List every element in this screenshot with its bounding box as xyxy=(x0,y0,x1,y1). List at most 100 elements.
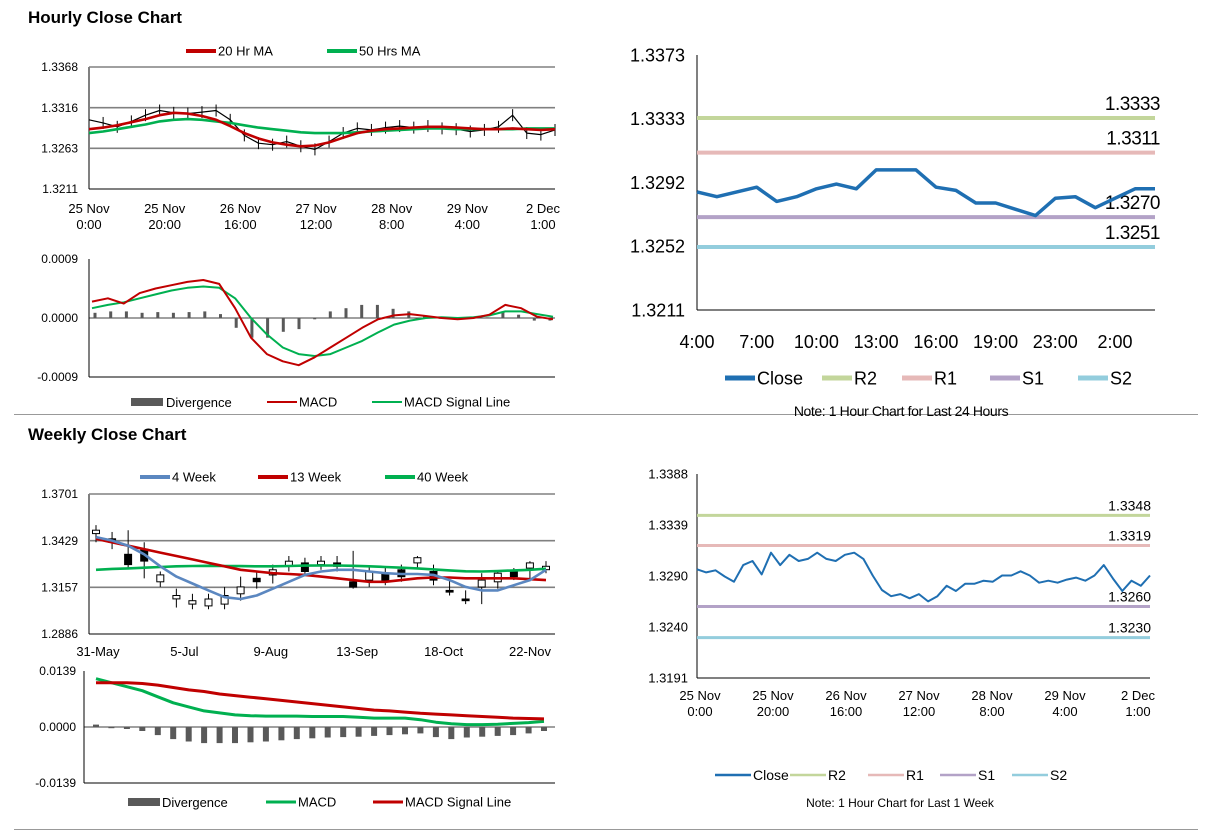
weekly-price-candle-body xyxy=(220,595,229,605)
hourly-24h-x-tick: 13:00 xyxy=(854,332,899,352)
weekly-7d-level-label-s2: 1.3230 xyxy=(1108,620,1151,636)
weekly-macd-legend-signal: MACD Signal Line xyxy=(405,795,511,810)
weekly-price-candle-body xyxy=(92,529,100,535)
weekly-price-x-tick: 31-May xyxy=(76,644,120,659)
hourly-macd-divergence-bar xyxy=(156,312,160,318)
weekly-macd-divergence-bar xyxy=(371,727,378,736)
weekly-macd-divergence-bar xyxy=(386,727,393,736)
weekly-macd-divergence-bar xyxy=(463,727,470,738)
weekly-price-candle-body xyxy=(188,600,197,605)
weekly-7d-x-tick: 0:00 xyxy=(687,704,712,719)
weekly-macd-divergence-bar xyxy=(232,727,238,744)
weekly-macd-divergence-bar xyxy=(93,724,99,727)
hourly-macd-divergence-bar xyxy=(344,308,348,318)
hourly-price-x-tick: 16:00 xyxy=(224,217,257,232)
weekly-price-legend-4week: 4 Week xyxy=(172,470,216,485)
hourly-macd-legend-divergence-swatch xyxy=(131,398,163,406)
weekly-7d-x-tick: 12:00 xyxy=(903,704,936,719)
weekly-price-w40-line xyxy=(95,564,547,573)
weekly-macd-legend-macd: MACD xyxy=(298,795,336,810)
weekly-7d-x-tick: 20:00 xyxy=(757,704,790,719)
weekly-7d-level-label-r2: 1.3348 xyxy=(1108,497,1151,513)
hourly-24h-level-label-s2: 1.3251 xyxy=(1105,223,1160,244)
hourly-24h-close-line xyxy=(696,168,1155,218)
weekly-price-candle-body xyxy=(413,557,422,564)
hourly-macd-divergence-bar xyxy=(281,318,285,332)
weekly-price-w4-line xyxy=(95,535,547,601)
weekly-section-title: Weekly Close Chart xyxy=(28,425,187,444)
hourly-24h-y-tick: 1.3333 xyxy=(630,109,685,129)
hourly-macd-divergence-bar xyxy=(391,308,395,318)
hourly-price-y-tick: 1.3263 xyxy=(41,142,78,156)
weekly-macd-divergence-bar xyxy=(170,727,177,740)
hourly-24h-y-tick: 1.3373 xyxy=(630,45,685,65)
weekly-7d-y-tick: 1.3191 xyxy=(648,671,688,686)
weekly-7d-x-tick: 27 Nov xyxy=(898,688,940,703)
weekly-price-candle-body xyxy=(461,598,470,602)
weekly-7d-x-tick: 2 Dec xyxy=(1121,688,1155,703)
hourly-price-x-tick: 2 Dec xyxy=(526,201,560,216)
hourly-24h-x-tick: 16:00 xyxy=(913,332,958,352)
weekly-price-y-tick: 1.3701 xyxy=(41,487,78,501)
weekly-price-legend-40week: 40 Week xyxy=(417,470,469,485)
hourly-macd-divergence-bar xyxy=(313,318,317,320)
weekly-price-x-tick: 13-Sep xyxy=(336,644,378,659)
hourly-price-x-tick: 1:00 xyxy=(530,217,555,232)
weekly-7d-x-tick: 25 Nov xyxy=(679,688,721,703)
hourly-price-ma20-line xyxy=(88,111,556,148)
weekly-macd-divergence-bar xyxy=(309,727,316,739)
weekly-macd-divergence-bar xyxy=(525,727,532,734)
hourly-24h-x-tick: 4:00 xyxy=(679,332,714,352)
hourly-macd-divergence-bar xyxy=(517,314,521,318)
hourly-price-x-tick: 4:00 xyxy=(455,217,480,232)
hourly-price-legend-ma20: 20 Hr MA xyxy=(218,44,273,59)
hourly-macd-divergence-bar xyxy=(360,304,364,318)
hourly-macd-divergence-bar xyxy=(203,311,207,318)
weekly-price-candle-body xyxy=(172,595,181,600)
hourly-24h-x-tick: 7:00 xyxy=(739,332,774,352)
weekly-7d-y-tick: 1.3290 xyxy=(648,569,688,584)
weekly-price-candle-body xyxy=(445,589,454,593)
weekly-macd-divergence-bar xyxy=(278,727,285,741)
hourly-24h-x-tick: 10:00 xyxy=(794,332,839,352)
weekly-7d-y-tick: 1.3339 xyxy=(648,518,688,533)
bottom-divider xyxy=(14,829,1198,830)
hourly-macd-divergence-bar xyxy=(109,311,113,318)
hourly-macd-legend-divergence: Divergence xyxy=(166,395,232,410)
hourly-macd-signal-line xyxy=(91,285,554,357)
hourly-macd-legend-macd: MACD xyxy=(299,395,337,410)
hourly-macd-divergence-bar xyxy=(501,311,505,318)
hourly-macd-divergence-bar xyxy=(375,304,379,318)
hourly-macd-divergence-bar xyxy=(250,318,254,338)
weekly-macd-y-tick: 0.0139 xyxy=(39,664,76,678)
weekly-price-candle-body xyxy=(349,581,358,588)
hourly-macd-divergence-bar xyxy=(423,316,426,318)
hourly-macd-divergence-bar xyxy=(171,312,175,318)
hourly-price-x-tick: 0:00 xyxy=(76,217,101,232)
hourly-price-x-tick: 28 Nov xyxy=(371,201,413,216)
hourly-24h-level-label-r1: 1.3311 xyxy=(1106,129,1160,150)
weekly-price-x-tick: 9-Aug xyxy=(253,644,288,659)
weekly-macd-divergence-bar xyxy=(108,727,115,729)
weekly-macd-divergence-bar xyxy=(262,727,269,742)
hourly-macd-divergence-bar xyxy=(532,318,536,321)
hourly-macd-divergence-bar xyxy=(140,312,144,318)
weekly-7d-note: Note: 1 Hour Chart for Last 1 Week xyxy=(806,796,995,810)
weekly-macd-divergence-bar xyxy=(154,727,161,736)
weekly-macd-divergence-bar xyxy=(355,727,362,737)
weekly-7d-close-line xyxy=(696,551,1151,603)
hourly-price-x-tick: 20:00 xyxy=(148,217,181,232)
hourly-macd-divergence-bar xyxy=(234,318,238,328)
hourly-macd-legend-signal: MACD Signal Line xyxy=(404,395,510,410)
weekly-price-y-tick: 1.3157 xyxy=(41,581,78,595)
weekly-7d-legend-r1: R1 xyxy=(906,767,924,783)
hourly-macd-y-tick: 0.0000 xyxy=(41,311,78,325)
weekly-macd-divergence-bar xyxy=(340,727,347,738)
hourly-24h-y-tick: 1.3211 xyxy=(631,300,685,320)
weekly-macd-divergence-bar xyxy=(494,727,501,736)
weekly-macd-legend-divergence-swatch xyxy=(128,798,160,806)
hourly-macd-divergence-bar xyxy=(93,312,97,318)
weekly-7d-legend-r2: R2 xyxy=(828,767,846,783)
hourly-24h-legend-r2: R2 xyxy=(854,368,877,388)
hourly-24h-x-tick: 2:00 xyxy=(1097,332,1132,352)
